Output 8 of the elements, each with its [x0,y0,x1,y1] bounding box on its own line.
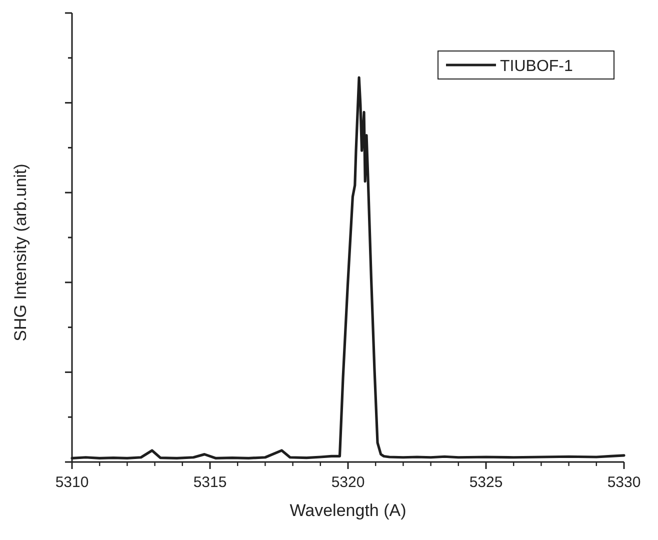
x-tick-label: 5320 [331,474,365,491]
x-tick-label: 5325 [469,474,503,491]
x-axis-title: Wavelength (A) [290,501,406,520]
x-tick-label: 5315 [193,474,227,491]
y-axis-title: SHG Intensity (arb.unit) [11,164,30,342]
x-tick-label: 5310 [55,474,89,491]
legend-label: TIUBOF-1 [500,58,573,75]
x-tick-label: 5330 [607,474,641,491]
